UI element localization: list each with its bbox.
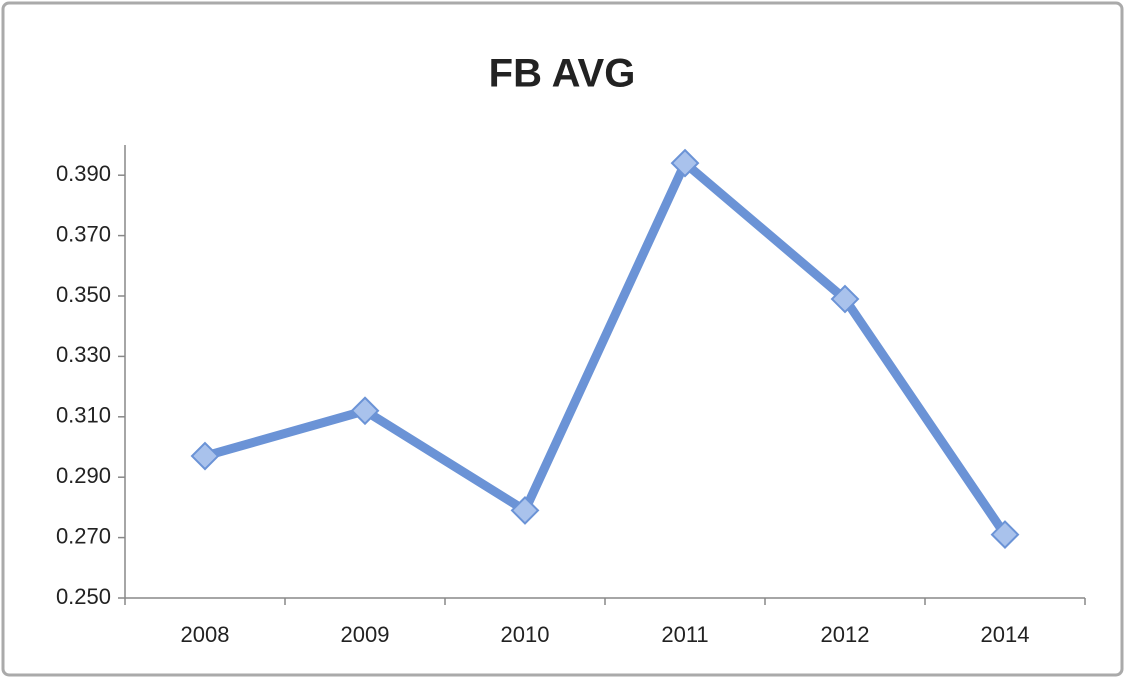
x-tick-label: 2008 [181,622,230,647]
data-point [670,148,700,178]
series-line [203,158,1009,538]
data-point [190,441,220,471]
y-tick-label: 0.330 [56,342,111,367]
data-point [510,496,540,525]
x-tick-label: 2010 [501,622,550,647]
y-tick-label: 0.290 [56,463,111,488]
data-point [830,284,860,314]
y-tick-label: 0.390 [56,161,111,186]
data-point [990,520,1020,549]
x-tick-label: 2009 [341,622,390,647]
chart-title: FB AVG [489,52,636,96]
y-tick-label: 0.350 [56,282,111,307]
data-point [350,396,380,426]
x-tick-label: 2011 [661,622,708,647]
y-tick-label: 0.370 [56,221,111,246]
y-tick-label: 0.250 [56,584,111,609]
y-tick-label: 0.310 [56,403,111,428]
y-tick-label: 0.270 [56,523,111,548]
x-tick-label: 2012 [821,622,870,647]
x-tick-label: 2014 [981,622,1030,647]
